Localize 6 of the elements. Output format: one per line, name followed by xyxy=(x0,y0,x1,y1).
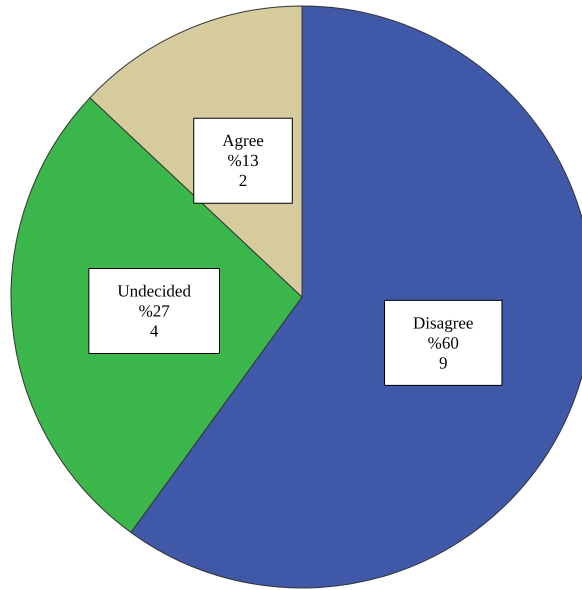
slice-label: Disagree xyxy=(413,313,474,332)
data-label: %60 9 xyxy=(428,333,459,372)
slice-label: Undecided xyxy=(117,281,192,300)
data-label: %27 4 xyxy=(138,301,170,340)
slice-label: Agree xyxy=(222,131,264,150)
data-label: %13 2 xyxy=(227,151,259,190)
